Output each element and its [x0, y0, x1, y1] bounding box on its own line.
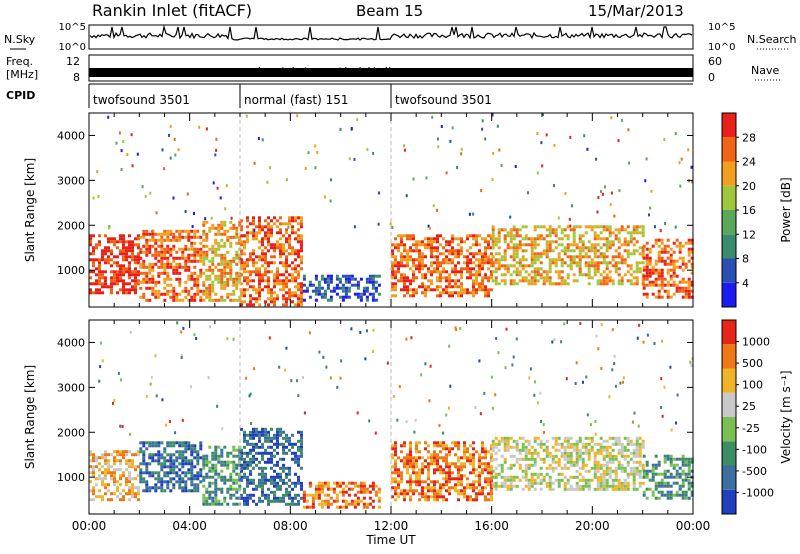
y-axis-label: Slant Range [km] [23, 365, 37, 469]
colorbar-tick: -1000 [742, 486, 774, 499]
frequency-panel: Freq. [MHz] 12 8 60 0 Nave [6, 54, 780, 84]
xtick-label: 04:00 [172, 519, 207, 533]
velocity-region-4 [302, 481, 381, 509]
colorbar-tick: 25 [742, 400, 756, 413]
colorbar-tick: 28 [742, 131, 756, 144]
cpid-segment-2: twofsound 3501 [395, 93, 492, 107]
cpid-panel: CPID twofsound 3501 normal (fast) 151 twof… [6, 83, 693, 108]
power-region-5 [391, 234, 493, 298]
colorbar-tick: 4 [742, 277, 749, 290]
power-region-1 [139, 229, 203, 302]
xtick-label: 08:00 [273, 519, 308, 533]
freq-label-line2: [MHz] [6, 68, 38, 81]
colorbar-tick: 1000 [742, 336, 770, 349]
noise-trace [89, 24, 693, 41]
xtick-label: 12:00 [374, 519, 409, 533]
velocity-panel: 1000 2000 3000 4000 Slant Range [km] 1000 500 1… [23, 319, 793, 547]
velocity-region-2 [202, 445, 242, 506]
colorbar-swatch [722, 489, 736, 514]
colorbar-tick: 8 [742, 253, 749, 266]
ytick-label: 2000 [57, 426, 85, 439]
nave-dots [240, 67, 391, 77]
colorbar-swatch [722, 417, 736, 442]
colorbar-tick: 16 [742, 204, 756, 217]
y-axis-label: Slant Range [km] [23, 158, 37, 262]
noise-right-tick-low: 10^0 [708, 42, 735, 53]
colorbar-swatch [722, 344, 736, 369]
freq-tick-low: 8 [73, 71, 80, 84]
power-region-6 [491, 225, 645, 286]
colorbar-tick: 12 [742, 228, 756, 241]
power-region-2 [202, 220, 242, 302]
colorbar-swatch [722, 282, 736, 307]
site-title: Rankin Inlet (fitACF) [92, 1, 253, 20]
nave-label: Nave [751, 64, 779, 77]
xtick-label: 16:00 [474, 519, 509, 533]
velocity-region-5 [391, 441, 493, 502]
ytick-label: 2000 [57, 219, 85, 232]
x-axis-label: Time UT [365, 533, 416, 547]
ytick-label: 1000 [57, 264, 85, 277]
colorbar-tick: -100 [742, 443, 767, 456]
power-region-4 [302, 274, 381, 302]
colorbar-tick: 24 [742, 156, 756, 169]
velocity-region-7 [642, 454, 694, 500]
xtick-label: 00:00 [72, 519, 107, 533]
colorbar-swatch [722, 210, 736, 235]
cpid-label: CPID [6, 89, 35, 102]
power-region-3 [240, 216, 303, 307]
colorbar-swatch [722, 320, 736, 345]
colorbar-swatch [722, 185, 736, 210]
colorbar-swatch [722, 113, 736, 138]
power-region-0 [89, 234, 140, 295]
noise-left-label: N.Sky [4, 33, 36, 46]
cpid-segment-1: normal (fast) 151 [244, 93, 348, 107]
noise-panel: N.Sky 10^5 10^0 10^5 10^0 N.Search [4, 22, 797, 53]
xtick-label: 20:00 [575, 519, 610, 533]
noise-right-label: N.Search [747, 33, 797, 46]
colorbar-swatch [722, 465, 736, 490]
ytick-label: 4000 [57, 336, 85, 349]
noise-left-tick-low: 10^0 [59, 42, 86, 53]
ytick-label: 3000 [57, 381, 85, 394]
colorbar-tick: 500 [742, 357, 763, 370]
colorbar-tick: -500 [742, 465, 767, 478]
ytick-label: 1000 [57, 471, 85, 484]
colorbar-tick: 100 [742, 379, 763, 392]
power-region-7 [642, 238, 694, 299]
colorbar-tick: 20 [742, 180, 756, 193]
colorbar-swatch [722, 258, 736, 283]
velocity-region-3 [240, 427, 303, 506]
cpid-segment-0: twofsound 3501 [93, 93, 190, 107]
colorbar-swatch [722, 234, 736, 259]
power-panel: 1000 2000 3000 4000 Slant Range [km] 28 24 20 16… [23, 112, 793, 308]
ytick-label: 3000 [57, 174, 85, 187]
colorbar-swatch [722, 392, 736, 417]
colorbar-swatch [722, 161, 736, 186]
colorbar-swatch [722, 137, 736, 162]
colorbar-label: Velocity [m s⁻¹] [779, 370, 793, 463]
xtick-label: 00:00 [676, 519, 711, 533]
frequency-band [89, 68, 693, 77]
freq-tick-high: 12 [66, 55, 80, 68]
colorbar-label: Power [dB] [779, 177, 793, 242]
ytick-label: 4000 [57, 129, 85, 142]
velocity-region-6 [491, 436, 645, 491]
colorbar-swatch [722, 441, 736, 466]
velocity-region-1 [139, 441, 203, 493]
colorbar-swatch [722, 368, 736, 393]
date-label: 15/Mar/2013 [588, 2, 684, 20]
nave-tick-low: 0 [708, 71, 715, 84]
beam-label: Beam 15 [356, 2, 424, 20]
nave-tick-high: 60 [708, 55, 722, 68]
velocity-region-0 [89, 450, 140, 502]
noise-right-tick-high: 10^5 [708, 22, 735, 33]
noise-left-tick-high: 10^5 [59, 22, 86, 33]
freq-label-line1: Freq. [6, 55, 33, 68]
colorbar-tick: -25 [742, 422, 760, 435]
